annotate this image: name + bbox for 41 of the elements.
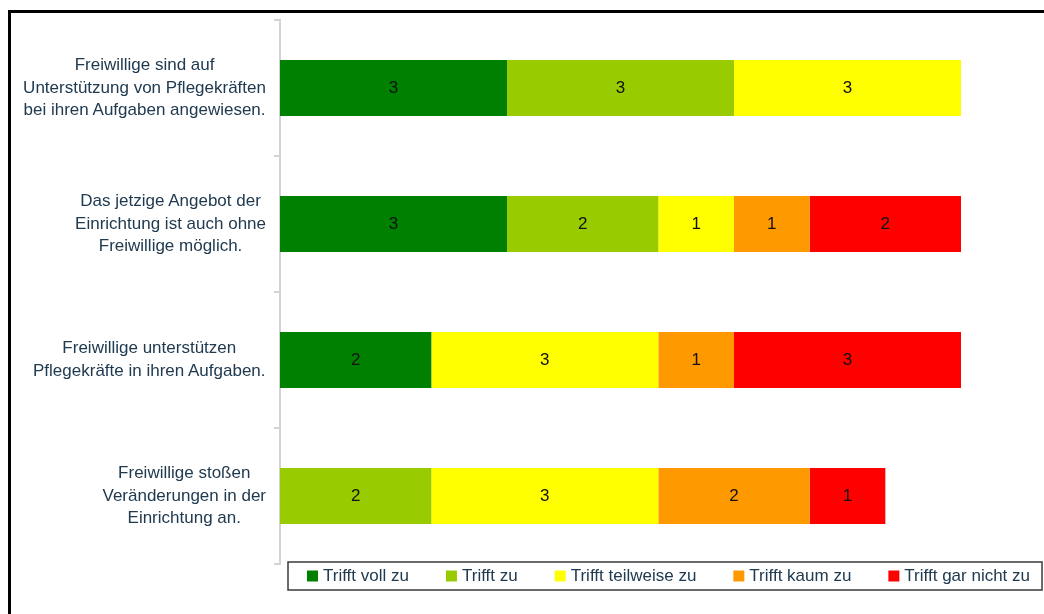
y-tick-label: Freiwillige sind auf Unterstützung von Pflegekräften bei ihren Aufgaben angewiesen.	[23, 55, 266, 120]
data-label: 2	[577, 213, 588, 233]
bar	[280, 332, 432, 388]
data-label: 2	[350, 349, 361, 369]
legend-label: Trifft zu	[461, 565, 518, 585]
legend-label: Trifft voll zu	[323, 565, 409, 585]
data-label: 3	[388, 77, 399, 97]
data-label: 2	[880, 213, 891, 233]
data-label: 3	[842, 77, 853, 97]
bar	[734, 332, 961, 388]
legend-label: Trifft teilweise zu	[570, 565, 697, 585]
bar	[280, 468, 432, 524]
legend-label: Trifft kaum zu	[749, 565, 852, 585]
data-label: 1	[691, 213, 701, 233]
y-tick-label: Freiwillige unterstützen Pflegekräfte in ihren Aufgaben.	[33, 338, 266, 380]
data-label: 2	[350, 485, 361, 505]
y-tick-label: Das jetzige Angebot der Einrichtung ist auch ohne Freiwillige möglich.	[75, 191, 266, 256]
y-tick-label: Freiwillige stoßen Veränderungen in der Einrichtung an.	[102, 463, 267, 528]
bar	[809, 468, 886, 524]
bar	[431, 468, 659, 524]
bar	[280, 196, 507, 252]
data-label: 3	[540, 349, 550, 369]
data-label: 1	[691, 349, 701, 369]
bar	[734, 60, 961, 116]
bar	[734, 196, 810, 252]
data-label: 1	[842, 485, 853, 505]
data-label: 3	[615, 77, 626, 97]
data-label: 3	[540, 485, 550, 505]
bar	[658, 332, 734, 388]
bar	[280, 60, 507, 116]
bar	[658, 196, 734, 252]
legend-label: Trifft gar nicht zu	[904, 565, 1031, 585]
bar	[507, 60, 734, 116]
bar	[507, 196, 659, 252]
bar	[431, 332, 659, 388]
data-label: 1	[767, 213, 777, 233]
data-label: 3	[388, 213, 399, 233]
data-label: 2	[729, 485, 739, 505]
data-label: 3	[842, 349, 853, 369]
bar	[658, 468, 810, 524]
bar	[809, 196, 961, 252]
